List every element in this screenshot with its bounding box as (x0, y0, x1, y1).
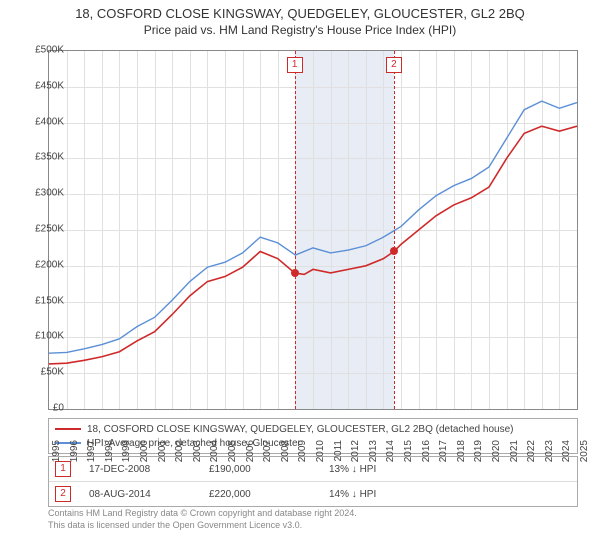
x-axis-label: 2011 (333, 440, 344, 462)
x-axis-label: 1998 (104, 440, 115, 462)
y-axis-label: £100K (35, 331, 64, 342)
title-block: 18, COSFORD CLOSE KINGSWAY, QUEDGELEY, G… (0, 0, 600, 37)
legend-row-price-paid: 18, COSFORD CLOSE KINGSWAY, QUEDGELEY, G… (55, 422, 571, 436)
x-axis-label: 1996 (69, 440, 80, 462)
x-axis-label: 2006 (245, 440, 256, 462)
y-axis-label: £300K (35, 188, 64, 199)
records-table: 1 17-DEC-2008 £190,000 13% ↓ HPI 2 08-AU… (48, 456, 578, 507)
x-axis-label: 1997 (86, 440, 97, 462)
x-axis-label: 2005 (227, 440, 238, 462)
chart-subtitle: Price paid vs. HM Land Registry's House … (0, 23, 600, 37)
x-axis-label: 2021 (509, 440, 520, 462)
x-axis-label: 1995 (51, 440, 62, 462)
x-axis-label: 2016 (421, 440, 432, 462)
x-axis-label: 2003 (192, 440, 203, 462)
y-axis-label: £50K (41, 367, 64, 378)
record-date: 17-DEC-2008 (89, 464, 209, 475)
record-price: £220,000 (209, 489, 329, 500)
transaction-point (390, 247, 398, 255)
x-axis-label: 2020 (491, 440, 502, 462)
record-delta: 14% ↓ HPI (329, 489, 449, 500)
x-axis-label: 2010 (315, 440, 326, 462)
x-axis-label: 2015 (403, 440, 414, 462)
x-axis-label: 2001 (157, 440, 168, 462)
y-axis-label: £450K (35, 80, 64, 91)
series-line-hpi (49, 101, 577, 353)
x-axis-label: 2009 (297, 440, 308, 462)
x-axis-label: 2013 (368, 440, 379, 462)
y-axis-label: £500K (35, 45, 64, 56)
y-axis-label: £350K (35, 152, 64, 163)
x-axis-label: 1999 (121, 440, 132, 462)
legend-label-price-paid: 18, COSFORD CLOSE KINGSWAY, QUEDGELEY, G… (87, 424, 513, 435)
x-axis-label: 2012 (350, 440, 361, 462)
x-axis-label: 2008 (280, 440, 291, 462)
x-axis-label: 2018 (456, 440, 467, 462)
x-axis-label: 2024 (561, 440, 572, 462)
x-axis-label: 2025 (579, 440, 590, 462)
transaction-point (291, 269, 299, 277)
marker-box: 1 (287, 57, 303, 73)
x-axis-label: 2023 (544, 440, 555, 462)
x-axis-label: 2002 (174, 440, 185, 462)
x-axis-label: 2019 (473, 440, 484, 462)
marker-vline (295, 51, 296, 409)
record-price: £190,000 (209, 464, 329, 475)
plot-area: 12 (48, 50, 578, 410)
marker-box: 2 (386, 57, 402, 73)
chart-title-address: 18, COSFORD CLOSE KINGSWAY, QUEDGELEY, G… (0, 6, 600, 21)
record-marker-icon: 2 (55, 486, 71, 502)
chart-container: 18, COSFORD CLOSE KINGSWAY, QUEDGELEY, G… (0, 0, 600, 560)
y-axis-label: £0 (53, 403, 64, 414)
record-date: 08-AUG-2014 (89, 489, 209, 500)
x-axis-label: 2004 (209, 440, 220, 462)
marker-vline (394, 51, 395, 409)
legend-swatch-price-paid (55, 428, 81, 430)
record-row: 2 08-AUG-2014 £220,000 14% ↓ HPI (49, 481, 577, 506)
x-axis-label: 2007 (262, 440, 273, 462)
y-axis-label: £400K (35, 116, 64, 127)
x-axis-label: 2000 (139, 440, 150, 462)
y-axis-label: £200K (35, 259, 64, 270)
record-delta: 13% ↓ HPI (329, 464, 449, 475)
attribution-line2: This data is licensed under the Open Gov… (48, 520, 578, 532)
y-axis-label: £150K (35, 295, 64, 306)
x-axis-label: 2017 (438, 440, 449, 462)
y-axis-label: £250K (35, 224, 64, 235)
attribution-line1: Contains HM Land Registry data © Crown c… (48, 508, 578, 520)
line-series-svg (49, 51, 577, 409)
attribution-text: Contains HM Land Registry data © Crown c… (48, 508, 578, 531)
series-line-price_paid (49, 126, 577, 364)
record-marker-icon: 1 (55, 461, 71, 477)
x-axis-label: 2022 (526, 440, 537, 462)
x-axis-label: 2014 (385, 440, 396, 462)
